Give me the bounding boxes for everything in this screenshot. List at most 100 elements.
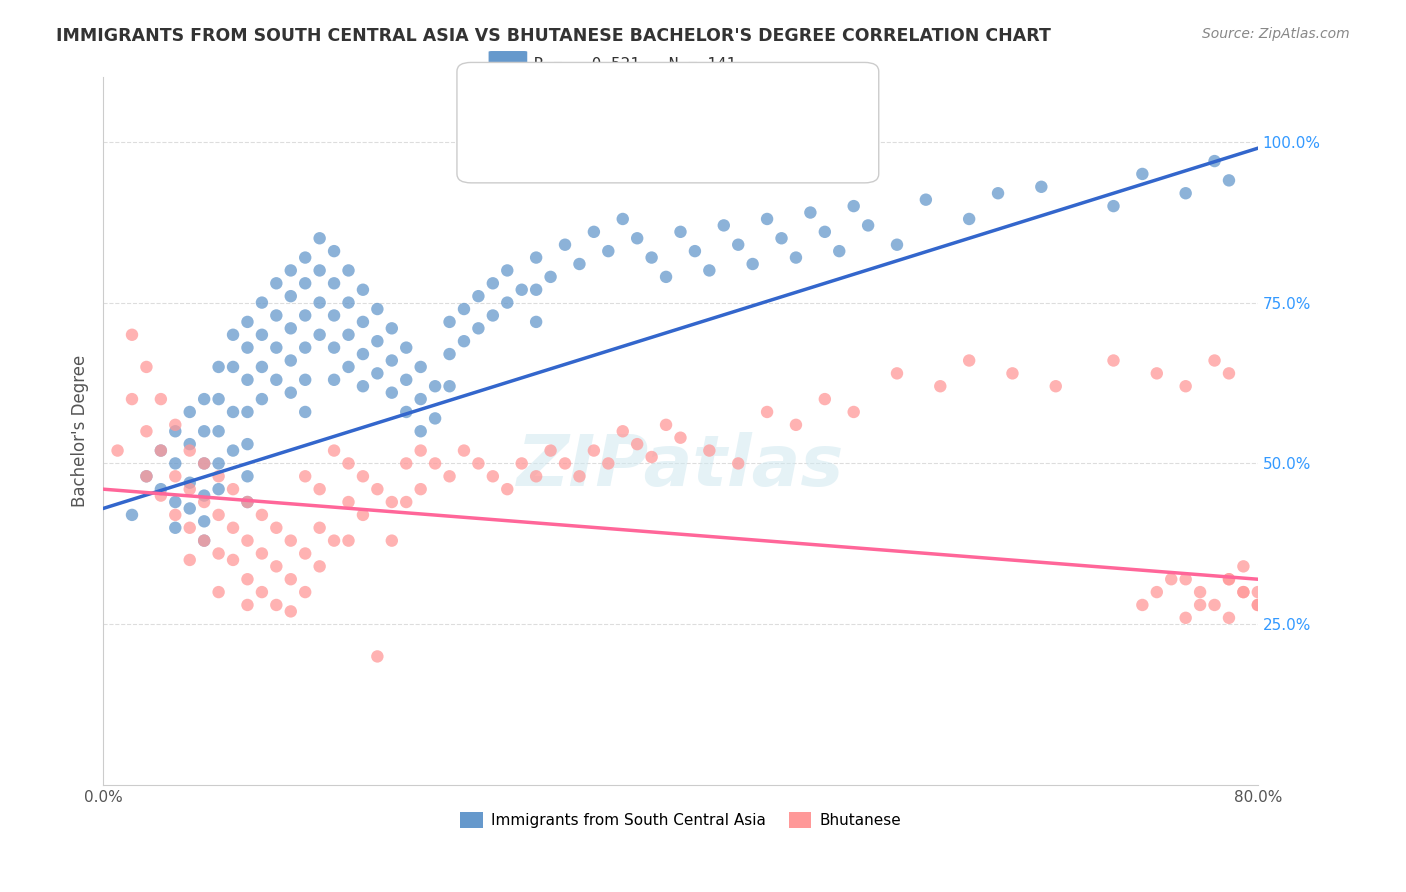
Point (713, 219, 735, 233)
Point (323, 277, 346, 291)
Point (266, 598, 288, 612)
Point (756, 211, 779, 226)
Point (207, 585, 229, 599)
Point (1204, 154, 1226, 169)
Point (1232, 585, 1254, 599)
Point (280, 604, 302, 618)
Point (308, 482, 330, 496)
Point (337, 327, 360, 342)
Point (510, 457, 533, 471)
Point (236, 373, 259, 387)
Point (366, 649, 388, 664)
Point (741, 257, 763, 271)
Point (207, 547, 229, 561)
Point (280, 263, 302, 277)
Point (510, 283, 533, 297)
Legend: Immigrants from South Central Asia, Bhutanese: Immigrants from South Central Asia, Bhut… (454, 805, 907, 834)
Point (352, 283, 374, 297)
Point (179, 443, 201, 458)
Point (886, 367, 908, 381)
Point (626, 437, 648, 451)
Point (236, 437, 259, 451)
Point (395, 495, 418, 509)
Point (280, 289, 302, 303)
Point (1160, 572, 1182, 586)
Point (222, 327, 245, 342)
Point (1218, 611, 1240, 625)
Point (266, 559, 288, 574)
Point (381, 385, 404, 400)
Point (1045, 379, 1067, 393)
Point (193, 424, 215, 438)
Point (207, 469, 229, 483)
Point (308, 231, 330, 245)
Point (482, 277, 505, 291)
Point (149, 443, 172, 458)
Point (395, 373, 418, 387)
Point (524, 315, 547, 329)
Point (294, 341, 316, 355)
Point (308, 295, 330, 310)
Point (439, 379, 461, 393)
Point (814, 225, 837, 239)
Point (1218, 173, 1240, 187)
Point (409, 482, 432, 496)
Point (727, 457, 749, 471)
Point (236, 469, 259, 483)
Point (699, 263, 721, 277)
Point (352, 315, 374, 329)
Point (453, 443, 475, 458)
Point (308, 521, 330, 535)
Point (323, 533, 346, 548)
Point (540, 269, 562, 284)
Point (236, 405, 259, 419)
Point (323, 309, 346, 323)
Point (598, 244, 620, 259)
Point (785, 417, 807, 432)
Point (1146, 367, 1168, 381)
Text: Source: ZipAtlas.com: Source: ZipAtlas.com (1202, 27, 1350, 41)
Point (352, 379, 374, 393)
Point (352, 508, 374, 522)
Point (207, 508, 229, 522)
Point (222, 521, 245, 535)
Point (236, 572, 259, 586)
Point (1189, 585, 1212, 599)
Point (366, 482, 388, 496)
Point (294, 277, 316, 291)
Point (1204, 353, 1226, 368)
Point (496, 263, 519, 277)
Point (568, 257, 591, 271)
Point (207, 482, 229, 496)
Point (222, 359, 245, 374)
Point (250, 359, 273, 374)
Point (250, 327, 273, 342)
Point (294, 469, 316, 483)
Point (337, 533, 360, 548)
Point (280, 533, 302, 548)
Point (727, 237, 749, 252)
Point (179, 475, 201, 490)
Point (669, 431, 692, 445)
Point (381, 353, 404, 368)
Point (524, 251, 547, 265)
Point (439, 469, 461, 483)
Point (467, 457, 489, 471)
Point (409, 359, 432, 374)
Point (381, 495, 404, 509)
Point (149, 489, 172, 503)
Point (236, 495, 259, 509)
Y-axis label: Bachelor's Degree: Bachelor's Degree (72, 355, 89, 508)
Point (395, 405, 418, 419)
Point (107, 443, 129, 458)
Point (280, 321, 302, 335)
FancyBboxPatch shape (489, 51, 527, 78)
Point (524, 469, 547, 483)
Point (1218, 572, 1240, 586)
Point (323, 443, 346, 458)
Point (683, 244, 706, 259)
Point (482, 469, 505, 483)
Point (987, 186, 1010, 201)
Point (957, 353, 980, 368)
Point (121, 392, 143, 406)
